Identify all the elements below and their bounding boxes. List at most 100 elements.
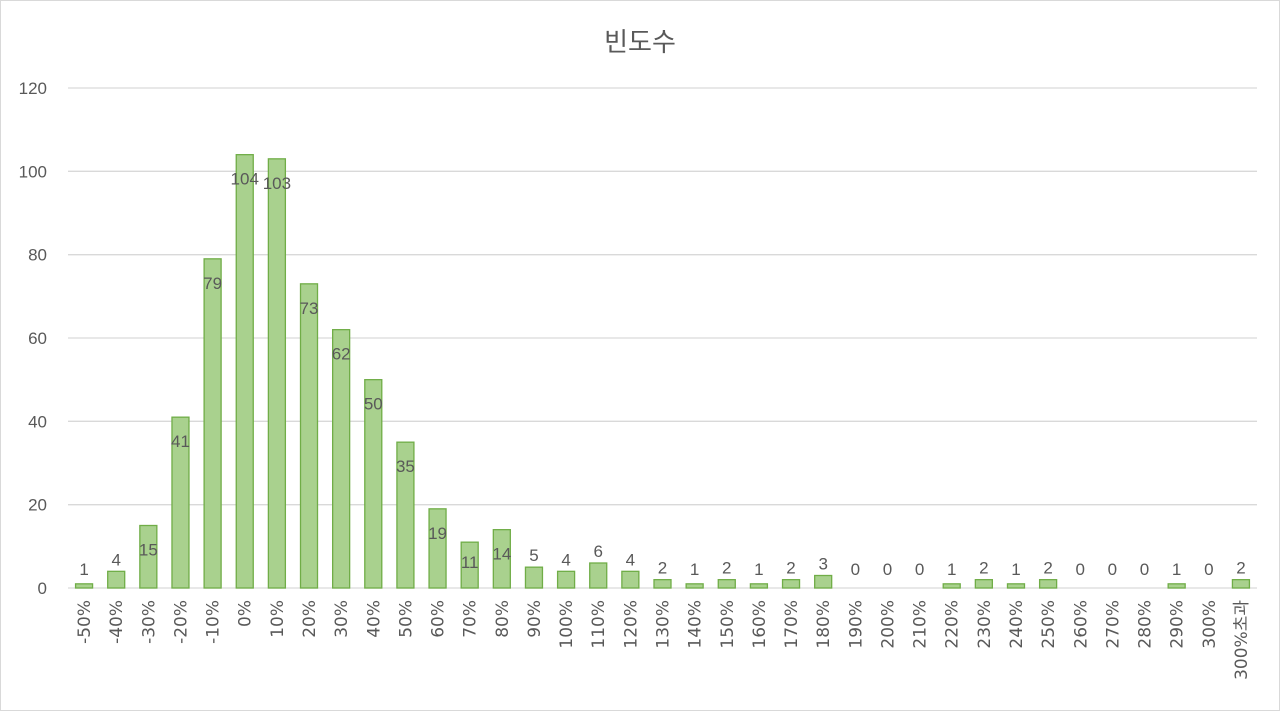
x-tick-label: 230% [975, 600, 995, 649]
bar[interactable] [1231, 579, 1251, 589]
x-tick-label: 140% [686, 600, 706, 649]
bar[interactable] [74, 583, 94, 589]
bar[interactable] [428, 508, 447, 589]
x-tick-label: 190% [846, 600, 866, 649]
x-tick-label: 240% [1007, 600, 1027, 649]
bar[interactable] [653, 579, 672, 589]
x-tick-label: 40% [364, 600, 384, 638]
data-label: 104 [231, 170, 259, 189]
bar[interactable] [396, 441, 415, 589]
data-label: 4 [561, 550, 570, 569]
bar[interactable] [492, 529, 511, 589]
data-label: 1 [690, 560, 699, 579]
data-label: 2 [658, 559, 667, 578]
bar[interactable] [556, 570, 576, 589]
data-label: 2 [979, 559, 988, 578]
bar[interactable] [364, 379, 383, 589]
x-tick-label: 60% [429, 600, 449, 638]
data-label: 1 [79, 560, 88, 579]
data-label: 2 [1236, 559, 1245, 578]
data-label: 79 [203, 274, 222, 293]
x-tick-label: -30% [139, 600, 159, 644]
data-label: 4 [111, 550, 120, 569]
bar[interactable] [460, 541, 479, 589]
x-tick-label: 300% [1200, 600, 1220, 649]
y-tick-label: 120 [19, 79, 47, 98]
data-label: 1 [1011, 560, 1020, 579]
data-label: 0 [1108, 560, 1117, 579]
bar[interactable] [331, 329, 351, 589]
data-label: 4 [626, 550, 635, 569]
data-label: 0 [883, 560, 892, 579]
x-tick-label: 160% [750, 600, 770, 649]
bar[interactable] [781, 579, 801, 589]
data-label: 0 [1076, 560, 1085, 579]
data-label: 2 [722, 559, 731, 578]
bar[interactable] [267, 158, 287, 589]
bar[interactable] [942, 583, 961, 589]
bar[interactable] [171, 416, 190, 589]
x-tick-label: 170% [782, 600, 802, 649]
bar[interactable] [717, 579, 736, 589]
y-tick-label: 60 [28, 329, 47, 348]
data-label: 103 [263, 174, 291, 193]
x-tick-label: 30% [332, 600, 352, 638]
x-tick-label: -50% [75, 600, 95, 644]
data-label: 19 [428, 524, 447, 543]
chart-title: 빈도수 [604, 28, 676, 58]
bar[interactable] [1167, 583, 1186, 589]
bar[interactable] [524, 566, 544, 589]
data-label: 14 [492, 545, 511, 564]
x-tick-label: 180% [814, 600, 834, 649]
bar[interactable] [685, 583, 704, 589]
x-tick-label: 220% [943, 600, 963, 649]
x-tick-label: 0% [236, 600, 256, 627]
y-tick-label: 100 [19, 162, 47, 181]
data-label: 6 [593, 542, 602, 561]
data-label: 15 [139, 541, 158, 560]
bar[interactable] [621, 570, 640, 589]
x-tick-label: 100% [557, 600, 577, 649]
x-tick-label: 110% [589, 600, 609, 649]
x-tick-label: 290% [1168, 600, 1188, 649]
data-label: 0 [1204, 560, 1213, 579]
y-tick-label: 20 [28, 496, 47, 515]
x-tick-label: 260% [1071, 600, 1091, 649]
data-label: 0 [1140, 560, 1149, 579]
data-label: 5 [529, 546, 538, 565]
data-label: 62 [332, 345, 351, 364]
x-tick-label: 20% [300, 600, 320, 638]
x-tick-label: 150% [718, 600, 738, 649]
x-tick-label: 250% [1039, 600, 1059, 649]
data-label: 50 [364, 395, 383, 414]
data-label: 11 [461, 553, 479, 572]
x-tick-label: 210% [911, 600, 931, 649]
data-label: 0 [851, 560, 860, 579]
bar[interactable] [1038, 579, 1058, 589]
data-label: 73 [300, 299, 319, 318]
x-tick-label: -10% [204, 600, 224, 644]
data-label: 2 [786, 559, 795, 578]
y-tick-label: 80 [28, 246, 47, 265]
x-tick-label: 70% [461, 600, 481, 638]
bar[interactable] [203, 258, 222, 589]
bar[interactable] [107, 570, 126, 589]
x-tick-label: 10% [268, 600, 288, 638]
x-tick-label: 270% [1103, 600, 1123, 649]
bar[interactable] [589, 562, 608, 589]
x-tick-label: 80% [493, 600, 513, 638]
bar[interactable] [1006, 583, 1026, 589]
x-tick-label: 90% [525, 600, 545, 638]
data-label: 0 [915, 560, 924, 579]
data-label: 2 [1043, 559, 1052, 578]
bar[interactable] [299, 283, 319, 589]
x-tick-label: -40% [107, 600, 127, 644]
bar[interactable] [749, 583, 769, 589]
data-label: 1 [754, 560, 763, 579]
x-tick-label: 120% [621, 600, 641, 649]
bar[interactable] [814, 574, 833, 589]
bar[interactable] [974, 579, 994, 589]
bar[interactable] [139, 524, 158, 589]
bar[interactable] [235, 154, 254, 589]
